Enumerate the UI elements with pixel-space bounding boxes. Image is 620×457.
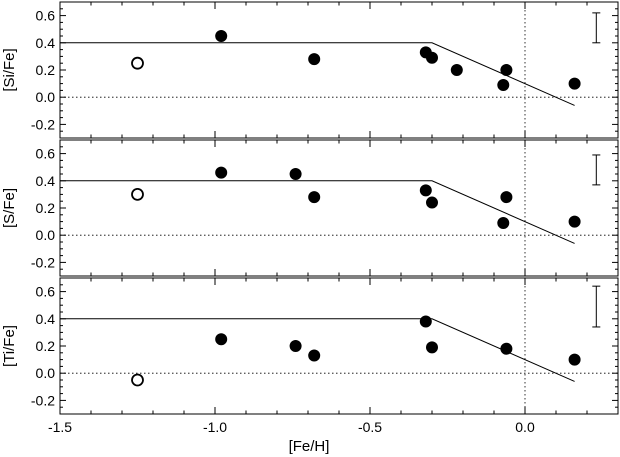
x-tick-label: -1.0: [203, 419, 227, 435]
y-axis-label: [Ti/Fe]: [1, 325, 18, 367]
y-tick-label: 0.4: [36, 35, 56, 51]
filled-data-point: [568, 215, 581, 228]
open-data-point: [131, 56, 144, 70]
y-tick-label: -0.2: [31, 254, 55, 270]
plot-frame: [59, 1, 619, 139]
y-tick-label: 0.6: [36, 284, 56, 300]
y-tick-label: 0.2: [36, 200, 56, 216]
filled-data-point: [500, 64, 513, 76]
filled-data-point: [500, 191, 513, 204]
model-line: [60, 318, 575, 382]
filled-data-point: [500, 342, 513, 355]
filled-data-point: [497, 78, 510, 91]
open-data-point: [131, 187, 144, 201]
filled-data-point: [426, 341, 438, 354]
y-tick-label: 0.0: [36, 365, 56, 381]
filled-data-point: [215, 30, 228, 42]
model-line: [60, 42, 575, 106]
panel-3: -0.2 0.0 0.2 0.4 0.6 [Ti/Fe] -1.5 -1.0 -0.5 0.0 [F…: [1, 277, 619, 455]
panel-1: -0.2 0.0 0.2 0.4 0.6 [Si/Fe]: [1, 1, 619, 139]
y-tick-label: 0.0: [36, 89, 56, 105]
model-line: [60, 180, 575, 244]
filled-data-point: [215, 333, 228, 346]
filled-data-point: [308, 191, 321, 204]
plot-frame: [59, 277, 619, 415]
y-tick-label: 0.6: [36, 146, 56, 162]
y-tick-label: -0.2: [31, 116, 55, 132]
x-axis-label: [Fe/H]: [289, 438, 330, 455]
y-axis-label: [Si/Fe]: [1, 48, 18, 91]
filled-data-point: [289, 340, 302, 352]
filled-data-point: [568, 77, 581, 90]
error-bar: [592, 154, 601, 186]
filled-data-point: [568, 353, 581, 366]
x-tick-label: -0.5: [358, 419, 382, 435]
error-bar: [592, 285, 601, 328]
panel-2: -0.2 0.0 0.2 0.4 0.6 [S/Fe]: [1, 139, 619, 277]
filled-data-point: [426, 196, 438, 209]
y-tick-label: 0.4: [36, 173, 56, 189]
y-tick-label: 0.0: [36, 227, 56, 243]
plot-frame: [59, 139, 619, 277]
y-tick-label: 0.2: [36, 338, 56, 354]
filled-data-point: [308, 53, 321, 66]
y-axis-label: [S/Fe]: [1, 188, 18, 228]
filled-data-point: [308, 349, 321, 362]
filled-data-point: [450, 64, 463, 76]
y-tick-label: -0.2: [31, 392, 55, 408]
filled-data-point: [215, 166, 228, 179]
open-data-point: [131, 373, 144, 387]
y-tick-label: 0.2: [36, 62, 56, 78]
filled-data-point: [419, 315, 432, 328]
y-tick-label: 0.6: [36, 8, 56, 24]
y-tick-label: 0.4: [36, 311, 56, 327]
x-tick-label: 0.0: [515, 419, 535, 435]
filled-data-point: [289, 168, 302, 180]
filled-data-point: [497, 216, 510, 229]
error-bar: [592, 12, 601, 44]
x-tick-label: -1.5: [48, 419, 72, 435]
filled-data-point: [426, 51, 438, 64]
filled-data-point: [419, 184, 432, 197]
